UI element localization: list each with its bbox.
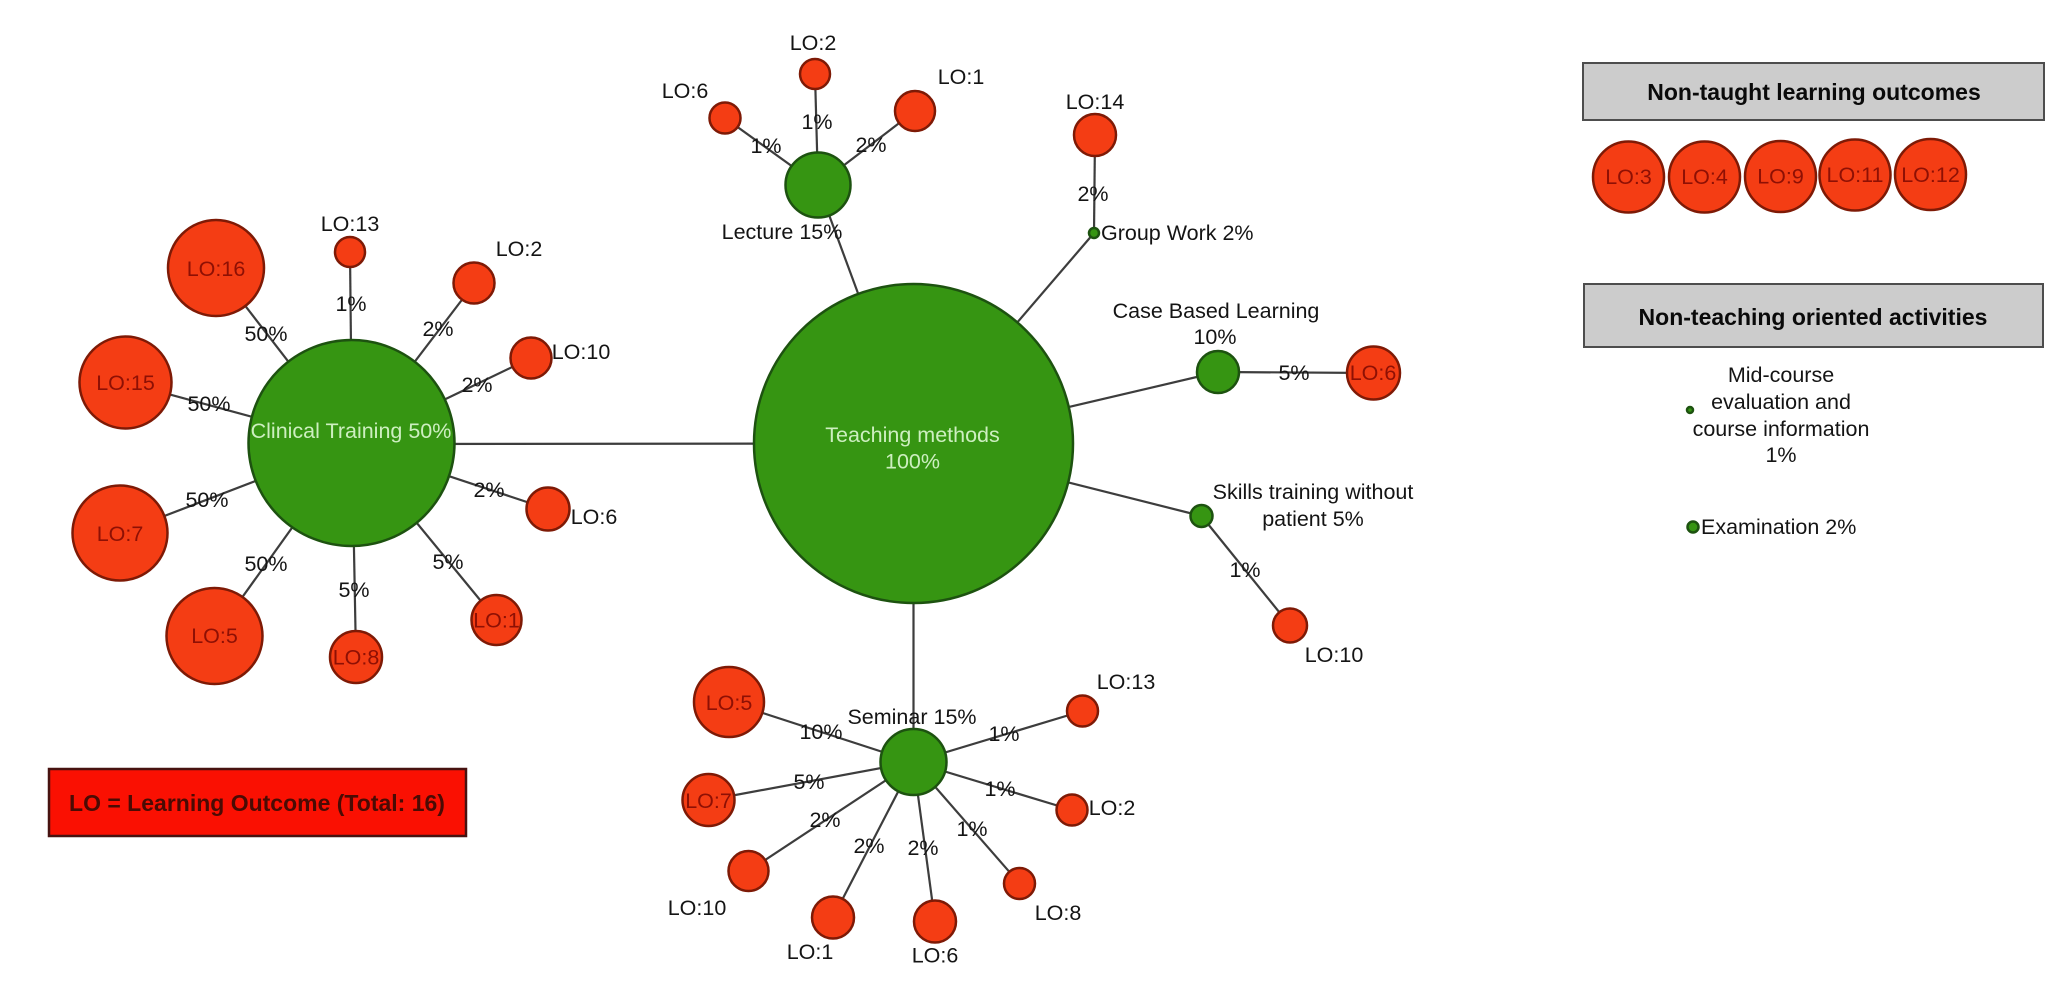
svg-text:1%: 1%: [1229, 558, 1260, 582]
svg-text:LO:2: LO:2: [1089, 796, 1136, 820]
svg-text:LO:12: LO:12: [1901, 163, 1960, 187]
svg-text:patient 5%: patient 5%: [1262, 507, 1364, 531]
svg-text:5%: 5%: [432, 550, 463, 574]
svg-text:LO:3: LO:3: [1605, 165, 1652, 189]
svg-text:LO:10: LO:10: [1305, 643, 1364, 667]
svg-text:LO:1: LO:1: [938, 65, 985, 89]
svg-text:LO:15: LO:15: [96, 371, 155, 395]
svg-text:LO:5: LO:5: [706, 691, 753, 715]
svg-text:50%: 50%: [244, 552, 287, 576]
svg-text:LO:6: LO:6: [1350, 361, 1397, 385]
svg-text:Examination 2%: Examination 2%: [1701, 515, 1856, 539]
svg-text:5%: 5%: [1278, 361, 1309, 385]
svg-text:50%: 50%: [187, 392, 230, 416]
svg-text:LO = Learning Outcome (Total:: LO = Learning Outcome (Total: 16): [69, 790, 445, 816]
svg-text:LO:5: LO:5: [191, 624, 238, 648]
svg-text:Clinical Training 50%: Clinical Training 50%: [251, 419, 452, 443]
svg-text:LO:2: LO:2: [496, 237, 543, 261]
svg-text:Non-teaching oriented activiti: Non-teaching oriented activities: [1639, 304, 1988, 330]
svg-text:1%: 1%: [750, 134, 781, 158]
svg-text:LO:1: LO:1: [787, 940, 834, 964]
svg-text:LO:6: LO:6: [662, 79, 709, 103]
svg-text:evaluation and: evaluation and: [1711, 390, 1851, 414]
svg-text:Teaching methods: Teaching methods: [825, 423, 1000, 447]
svg-text:Non-taught learning outcomes: Non-taught learning outcomes: [1647, 79, 1981, 105]
svg-text:2%: 2%: [422, 317, 453, 341]
svg-text:LO:8: LO:8: [333, 646, 380, 670]
svg-text:2%: 2%: [855, 133, 886, 157]
svg-text:Seminar 15%: Seminar 15%: [847, 705, 976, 729]
svg-text:2%: 2%: [853, 834, 884, 858]
svg-text:2%: 2%: [461, 373, 492, 397]
svg-text:2%: 2%: [907, 836, 938, 860]
svg-text:2%: 2%: [1077, 182, 1108, 206]
svg-text:LO:6: LO:6: [912, 944, 959, 968]
svg-text:Case Based Learning: Case Based Learning: [1113, 299, 1320, 323]
svg-text:Group Work 2%: Group Work 2%: [1101, 221, 1254, 245]
svg-text:LO:10: LO:10: [668, 896, 727, 920]
svg-text:LO:16: LO:16: [187, 257, 246, 281]
svg-text:LO:4: LO:4: [1681, 165, 1728, 189]
svg-text:10%: 10%: [1193, 325, 1236, 349]
svg-text:1%: 1%: [801, 110, 832, 134]
svg-text:100%: 100%: [885, 450, 940, 474]
svg-text:Skills training without: Skills training without: [1213, 480, 1414, 504]
svg-text:LO:8: LO:8: [1035, 901, 1082, 925]
svg-text:LO:7: LO:7: [685, 789, 732, 813]
svg-text:10%: 10%: [799, 720, 842, 744]
svg-text:LO:13: LO:13: [321, 212, 380, 236]
svg-text:LO:2: LO:2: [790, 31, 837, 55]
svg-text:2%: 2%: [473, 478, 504, 502]
svg-text:LO:14: LO:14: [1066, 90, 1125, 114]
svg-text:LO:9: LO:9: [1757, 165, 1804, 189]
svg-text:1%: 1%: [1765, 443, 1796, 467]
svg-text:2%: 2%: [809, 808, 840, 832]
svg-text:5%: 5%: [793, 770, 824, 794]
svg-text:LO:6: LO:6: [571, 505, 618, 529]
svg-text:1%: 1%: [335, 292, 366, 316]
svg-text:5%: 5%: [338, 578, 369, 602]
svg-text:1%: 1%: [988, 722, 1019, 746]
svg-text:Lecture 15%: Lecture 15%: [722, 220, 843, 244]
svg-text:LO:10: LO:10: [552, 340, 611, 364]
svg-text:course information: course information: [1693, 417, 1870, 441]
svg-text:Mid-course: Mid-course: [1728, 363, 1834, 387]
svg-text:1%: 1%: [984, 777, 1015, 801]
svg-text:LO:13: LO:13: [1097, 670, 1156, 694]
svg-text:LO:7: LO:7: [97, 522, 144, 546]
svg-text:50%: 50%: [185, 488, 228, 512]
svg-text:LO:1: LO:1: [473, 609, 520, 633]
svg-text:50%: 50%: [244, 322, 287, 346]
svg-text:1%: 1%: [956, 817, 987, 841]
svg-text:LO:11: LO:11: [1827, 163, 1884, 187]
